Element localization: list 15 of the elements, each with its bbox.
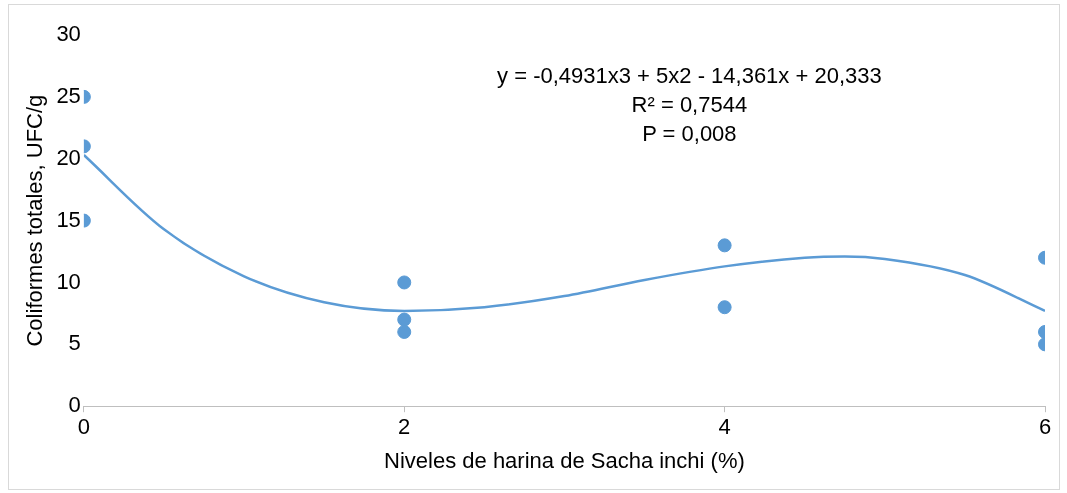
y-tick-label: 30 bbox=[56, 21, 81, 47]
y-tick-label: 15 bbox=[56, 206, 81, 232]
x-axis-title: Niveles de harina de Sacha inchi (%) bbox=[384, 447, 745, 473]
x-tick-label: 2 bbox=[398, 414, 411, 440]
y-tick-label: 0 bbox=[68, 392, 81, 418]
annotation: R² = 0,7544 bbox=[631, 92, 748, 118]
y-tick-label: 25 bbox=[56, 82, 81, 108]
annotation: P = 0,008 bbox=[642, 121, 737, 147]
x-tick-label: 6 bbox=[1038, 414, 1052, 440]
x-tick-label: 4 bbox=[718, 414, 731, 440]
annotation: y = -0,4931x3 + 5x2 - 14,361x + 20,333 bbox=[497, 63, 882, 89]
y-tick-label: 5 bbox=[68, 330, 81, 356]
y-axis-title: Coliformes totales, UFC/g bbox=[22, 94, 48, 347]
y-tick-label: 10 bbox=[56, 268, 81, 294]
y-tick-label: 20 bbox=[56, 144, 81, 170]
